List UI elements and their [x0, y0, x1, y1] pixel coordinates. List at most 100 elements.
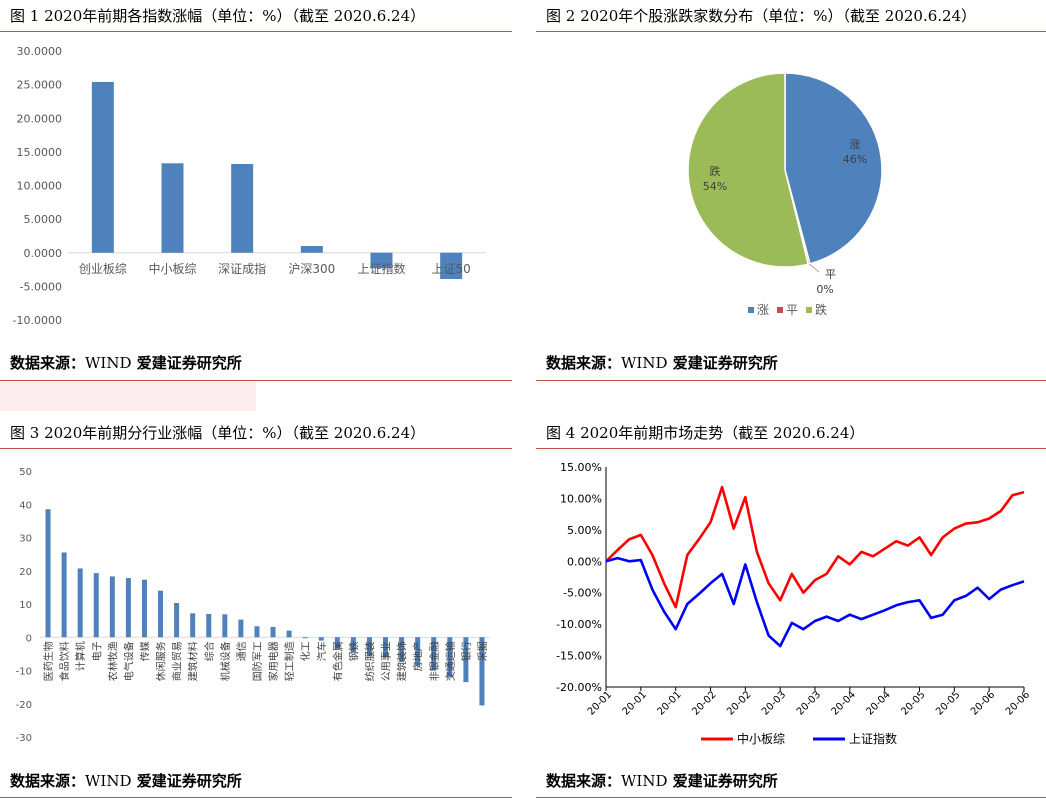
source-label: 数据来源：	[10, 354, 86, 372]
x-tick-label: 20-06	[1004, 689, 1032, 717]
figure-3-source: 数据来源：WIND 爱建证券研究所	[10, 770, 242, 791]
leader-line	[808, 263, 820, 273]
x-tick-label: 非银金融	[428, 641, 441, 681]
source-label: 数据来源：	[546, 772, 622, 790]
y-tick-label: 10.00%	[560, 492, 602, 505]
slice-value-label: 54%	[703, 180, 727, 193]
x-tick-label: 深证成指	[218, 261, 266, 276]
y-tick-label: -30	[16, 733, 32, 744]
x-tick-label: 电气设备	[122, 641, 135, 681]
y-tick-label: 15.0000	[17, 146, 63, 159]
x-tick-label: 钢铁	[347, 641, 360, 661]
bar	[479, 637, 485, 706]
x-tick-label: 采掘	[476, 641, 489, 661]
slice-name-label: 涨	[850, 138, 861, 151]
bar	[109, 576, 115, 638]
bar	[366, 637, 372, 656]
bar	[190, 613, 196, 638]
bar	[431, 637, 437, 671]
x-tick-label: 家用电器	[267, 641, 280, 681]
x-tick-label: 休闲服务	[155, 641, 168, 681]
y-tick-label: -15.00%	[556, 650, 602, 663]
x-tick-label: 20-03	[760, 689, 788, 717]
figure-2-bottom-rule	[536, 380, 1046, 381]
x-tick-label: 汽车	[315, 641, 328, 661]
figure-3-bottom-rule	[0, 797, 512, 798]
x-tick-label: 医药生物	[42, 641, 55, 681]
y-tick-label: 20.0000	[17, 112, 63, 125]
legend-label: 平	[786, 303, 798, 317]
x-tick-label: 中小板综	[148, 261, 196, 276]
y-tick-label: 0	[26, 633, 32, 644]
bar	[399, 637, 405, 663]
x-tick-label: 20-03	[795, 689, 823, 717]
source-label: 数据来源：	[10, 772, 86, 790]
x-tick-label: 建筑材料	[187, 641, 200, 681]
x-tick-label: 20-04	[830, 689, 858, 717]
source-wind: WIND	[621, 354, 668, 372]
bar	[161, 163, 184, 253]
bar	[463, 637, 469, 683]
x-tick-label: 化工	[299, 641, 312, 661]
legend-label: 涨	[757, 302, 769, 317]
y-tick-label: -20.00%	[556, 681, 602, 694]
y-tick-label: 5.0000	[24, 213, 63, 226]
y-tick-label: -5.0000	[20, 280, 62, 293]
x-tick-label: 电子	[90, 641, 103, 661]
x-tick-label: 机械设备	[219, 641, 232, 681]
bar	[222, 614, 228, 638]
source-org: 爱建证券研究所	[672, 772, 778, 790]
figure-1-source: 数据来源：WIND 爱建证券研究所	[10, 352, 242, 373]
slice-value-label: 46%	[843, 153, 867, 166]
y-tick-label: 50	[19, 467, 32, 478]
y-tick-label: -10.00%	[556, 618, 602, 631]
bar	[91, 81, 114, 253]
x-tick-label: 沪深300	[288, 262, 335, 276]
figure-3-bar-chart: 50 40 30 20 10 0 -10 -20 -30 医药生物 食品饮料 计算机 电子 农林牧渔 电气设…	[16, 467, 490, 744]
bar	[141, 579, 147, 638]
source-org: 爱建证券研究所	[136, 772, 242, 790]
bar	[206, 613, 212, 638]
bar	[174, 603, 180, 638]
figure-2-title: 图 2 2020年个股涨跌家数分布（单位：%）（截至 2020.6.24）	[546, 7, 977, 25]
figure-2-source: 数据来源：WIND 爱建证券研究所	[546, 352, 778, 373]
series-line	[605, 556, 1025, 648]
bar	[302, 637, 308, 639]
x-tick-label: 上证指数	[357, 261, 405, 276]
legend-swatch	[777, 307, 783, 313]
figure-1-title: 图 1 2020年前期各指数涨幅（单位：%）（截至 2020.6.24）	[10, 7, 426, 25]
figure-2-title-rule	[536, 31, 1046, 32]
x-tick-label: 商业贸易	[171, 641, 184, 681]
bar	[93, 573, 99, 638]
bar	[415, 637, 421, 666]
x-tick-label: 传媒	[139, 641, 151, 661]
legend-swatch	[806, 307, 812, 313]
y-tick-label: 40	[19, 500, 32, 511]
pie-slice	[784, 72, 883, 265]
bar	[318, 637, 324, 641]
bar	[383, 637, 389, 658]
legend-swatch	[748, 307, 754, 313]
x-tick-label: 综合	[203, 641, 216, 661]
x-tick-label: 银行	[460, 641, 473, 661]
slice-name-label: 平	[825, 268, 836, 281]
source-wind: WIND	[85, 772, 132, 790]
y-tick-label: 30.0000	[17, 45, 63, 58]
x-tick-label: 20-05	[934, 689, 962, 717]
source-wind: WIND	[85, 354, 132, 372]
figure-4-title-rule	[536, 448, 1046, 449]
x-tick-label: 20-01	[655, 689, 683, 717]
x-tick-label: 通信	[236, 641, 248, 661]
x-tick-label: 计算机	[74, 641, 87, 671]
figure-4-bottom-rule	[536, 797, 1046, 798]
figure-1-bar-chart: 30.0000 25.0000 20.0000 15.0000 10.0000 5.000…	[13, 45, 486, 327]
bar	[231, 163, 254, 253]
figure-3-title-rule	[0, 448, 512, 449]
x-tick-label: 公用事业	[380, 641, 393, 681]
y-tick-label: -10.0000	[13, 314, 62, 327]
bar	[238, 619, 244, 638]
bar	[447, 637, 453, 678]
bar	[45, 509, 51, 638]
figure-4-line-chart: 15.00% 10.00% 5.00% 0.00% -5.00% -10.00% -15.0…	[556, 461, 1032, 746]
legend-label: 上证指数	[849, 731, 897, 746]
